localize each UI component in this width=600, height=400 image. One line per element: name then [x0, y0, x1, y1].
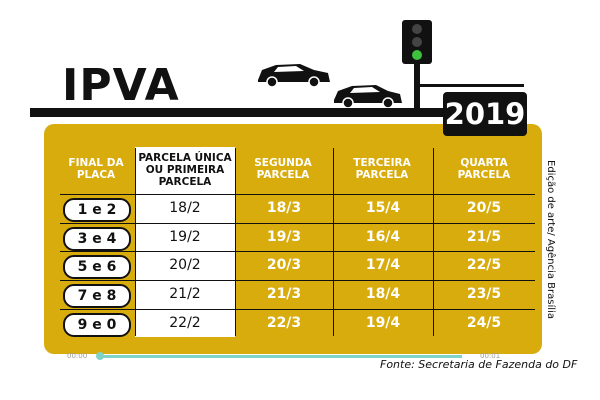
header-segunda-parcela: SEGUNDA PARCELA — [254, 157, 312, 181]
column-divider — [333, 148, 334, 336]
cell-segunda: 19/3 — [266, 229, 302, 245]
plate-final-badge: 5 e 6 — [63, 255, 131, 279]
player-scrub-handle[interactable] — [96, 352, 104, 360]
cell-parcela-unica: 20/2 — [169, 257, 201, 273]
player-progress-bar[interactable] — [100, 355, 462, 358]
traffic-light-red — [412, 24, 422, 34]
traffic-light-yellow — [412, 37, 422, 47]
cell-quarta: 23/5 — [466, 286, 502, 302]
cell-parcela-unica: 22/2 — [169, 315, 201, 331]
cell-quarta: 22/5 — [466, 257, 502, 273]
road-scene — [258, 20, 524, 110]
player-time-end: 00:01 — [480, 352, 501, 360]
cell-quarta: 24/5 — [466, 315, 502, 331]
plate-final-badge: 1 e 2 — [63, 198, 131, 222]
header-parcela-unica: PARCELA ÚNICA OU PRIMEIRA PARCELA — [138, 152, 232, 188]
column-divider — [135, 148, 136, 336]
cell-segunda: 18/3 — [266, 200, 302, 216]
row-divider — [60, 194, 535, 195]
row-divider — [60, 280, 535, 281]
cell-segunda: 22/3 — [266, 315, 302, 331]
plate-final-badge: 7 e 8 — [63, 284, 131, 308]
cell-parcela-unica: 18/2 — [169, 200, 201, 216]
car-icon — [334, 85, 402, 109]
cell-parcela-unica: 21/2 — [169, 286, 201, 302]
header-quarta-parcela: QUARTA PARCELA — [457, 157, 511, 181]
cell-terceira: 15/4 — [365, 200, 401, 216]
cell-segunda: 21/3 — [266, 286, 302, 302]
car-icon — [258, 64, 330, 88]
art-credit: Edição de arte/ Agência Brasília — [545, 160, 556, 319]
header-final-placa: FINAL DA PLACA — [68, 157, 124, 181]
column-divider — [433, 148, 434, 336]
cell-terceira: 19/4 — [365, 315, 401, 331]
page-title: IPVA — [62, 60, 180, 111]
row-divider — [60, 251, 535, 252]
player-time-start: 00:00 — [67, 352, 88, 360]
cell-terceira: 18/4 — [365, 286, 401, 302]
header-terceira-parcela: TERCEIRA PARCELA — [353, 157, 411, 181]
traffic-light-green — [412, 50, 422, 60]
road-bar — [30, 108, 518, 117]
traffic-light-arm — [414, 84, 524, 87]
cell-segunda: 20/3 — [266, 257, 302, 273]
row-divider — [60, 223, 535, 224]
cell-terceira: 16/4 — [365, 229, 401, 245]
cell-terceira: 17/4 — [365, 257, 401, 273]
year-badge: 2019 — [443, 92, 527, 136]
cell-parcela-unica: 19/2 — [169, 229, 201, 245]
cell-quarta: 21/5 — [466, 229, 502, 245]
cell-quarta: 20/5 — [466, 200, 502, 216]
row-divider — [60, 309, 535, 310]
plate-final-badge: 9 e 0 — [63, 313, 131, 337]
source-caption: Fonte: Secretaria de Fazenda do DF — [380, 358, 578, 371]
plate-final-badge: 3 e 4 — [63, 227, 131, 251]
single-payment-column — [135, 147, 235, 337]
column-divider — [235, 148, 236, 336]
